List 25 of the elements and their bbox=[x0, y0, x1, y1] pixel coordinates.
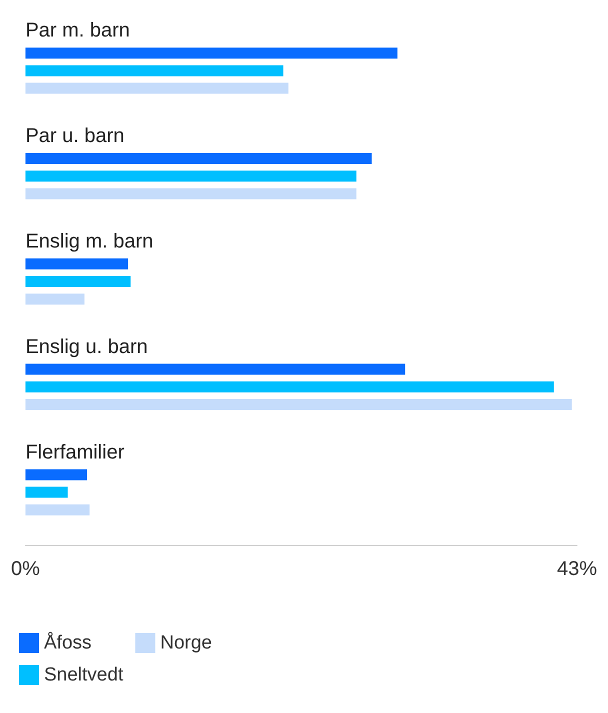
bar bbox=[25, 48, 398, 59]
bar bbox=[25, 188, 356, 200]
x-tick-label: 43% bbox=[556, 558, 598, 580]
y-tick-label: Par m. barn bbox=[25, 20, 130, 42]
legend-label: Sneltvedt bbox=[44, 664, 124, 686]
y-tick-label: Enslig m. barn bbox=[25, 230, 154, 252]
bar bbox=[25, 276, 131, 287]
bar bbox=[25, 486, 68, 498]
x-tick-label: 0% bbox=[11, 558, 40, 580]
bar bbox=[25, 381, 554, 392]
bar bbox=[25, 82, 288, 94]
bar bbox=[25, 504, 90, 516]
legend-label: Åfoss bbox=[44, 632, 92, 654]
bar bbox=[25, 258, 128, 270]
legend-label: Norge bbox=[160, 632, 212, 654]
y-tick-label: Flerfamilier bbox=[25, 441, 125, 464]
bar bbox=[25, 294, 84, 305]
bar bbox=[25, 364, 406, 375]
bar bbox=[25, 65, 284, 76]
bar bbox=[25, 170, 356, 182]
bar bbox=[25, 399, 572, 410]
y-tick-label: Par u. barn bbox=[25, 125, 124, 148]
bar bbox=[25, 153, 372, 164]
bar bbox=[25, 469, 88, 480]
y-tick-label: Enslig u. barn bbox=[25, 336, 148, 358]
